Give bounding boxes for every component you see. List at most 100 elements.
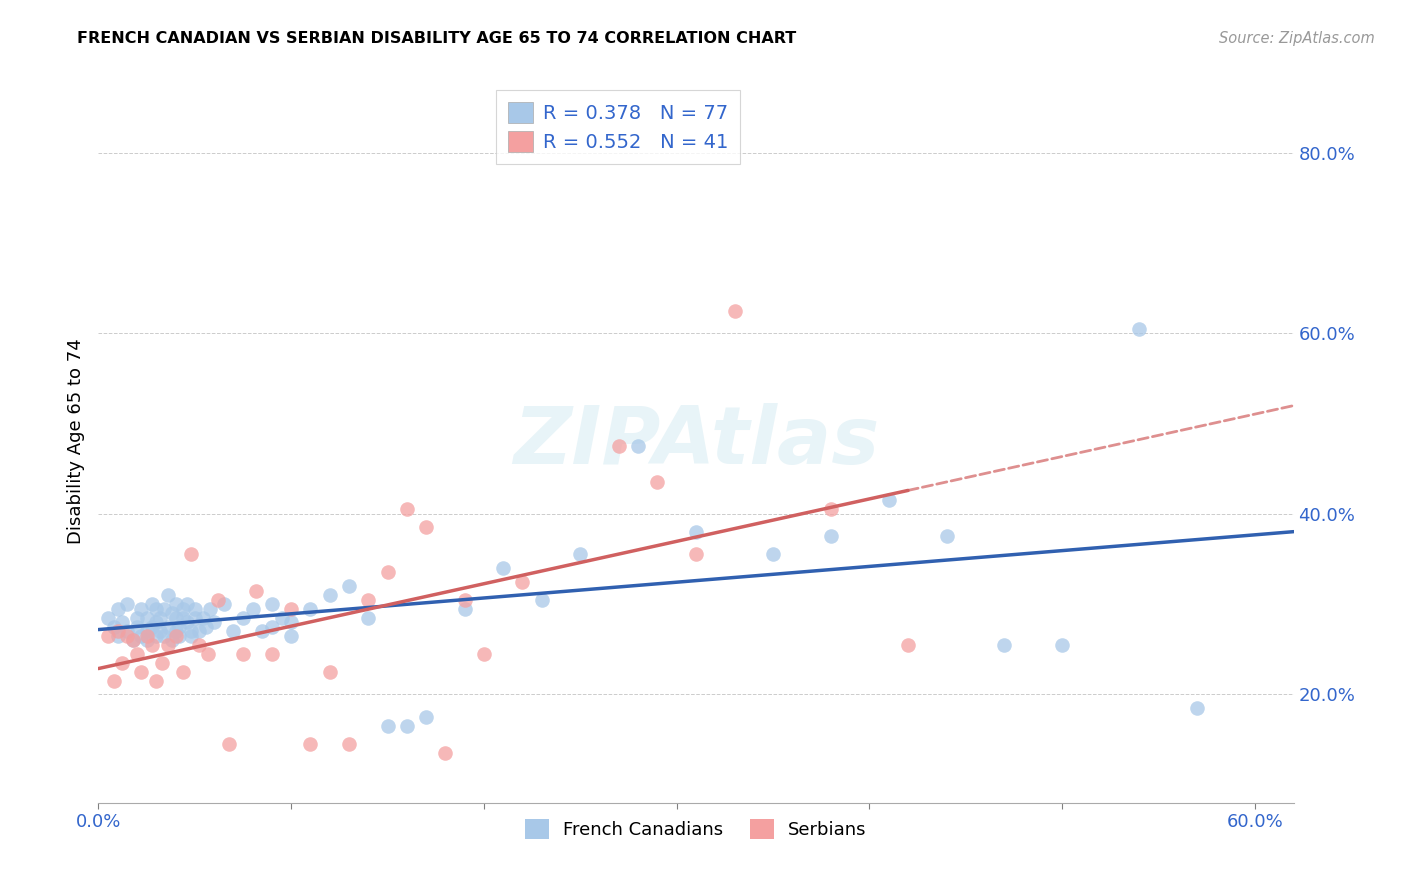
Point xyxy=(434,746,457,760)
Point xyxy=(453,601,475,615)
Point xyxy=(165,629,187,643)
Point xyxy=(1185,701,1208,715)
Point xyxy=(319,665,342,679)
Point xyxy=(110,615,132,630)
Point xyxy=(160,606,183,620)
Point xyxy=(135,610,157,624)
Point xyxy=(820,502,842,516)
Point xyxy=(222,624,245,639)
Point xyxy=(145,629,167,643)
Point xyxy=(141,597,163,611)
Point xyxy=(453,592,475,607)
Point xyxy=(169,620,191,634)
Point xyxy=(129,629,152,643)
Point xyxy=(530,592,553,607)
Point xyxy=(395,502,418,516)
Point xyxy=(172,601,194,615)
Point xyxy=(252,624,274,639)
Point xyxy=(184,601,207,615)
Point xyxy=(1128,321,1150,335)
Point xyxy=(117,597,139,611)
Point xyxy=(172,610,194,624)
Point xyxy=(207,592,229,607)
Point xyxy=(180,624,202,639)
Point xyxy=(145,615,167,630)
Point xyxy=(156,638,179,652)
Point xyxy=(280,601,302,615)
Point xyxy=(820,529,842,543)
Point xyxy=(218,737,240,751)
Y-axis label: Disability Age 65 to 74: Disability Age 65 to 74 xyxy=(66,339,84,544)
Point xyxy=(472,647,495,661)
Point xyxy=(319,588,342,602)
Point xyxy=(97,610,120,624)
Point xyxy=(270,610,292,624)
Point xyxy=(103,673,125,688)
Point xyxy=(187,638,209,652)
Point xyxy=(107,601,129,615)
Point xyxy=(200,601,222,615)
Point xyxy=(762,548,785,562)
Point xyxy=(357,610,380,624)
Point xyxy=(176,597,198,611)
Point xyxy=(125,620,148,634)
Point xyxy=(165,597,187,611)
Point xyxy=(512,574,534,589)
Point xyxy=(125,610,148,624)
Point xyxy=(260,597,283,611)
Point xyxy=(877,493,900,508)
Point xyxy=(153,601,176,615)
Point xyxy=(260,647,283,661)
Point xyxy=(685,548,707,562)
Point xyxy=(135,624,157,639)
Point xyxy=(172,665,194,679)
Point xyxy=(125,647,148,661)
Point xyxy=(212,597,235,611)
Point xyxy=(723,303,745,318)
Point xyxy=(232,647,254,661)
Point xyxy=(260,620,283,634)
Point xyxy=(492,561,515,575)
Point xyxy=(117,629,139,643)
Point xyxy=(647,475,669,490)
Point xyxy=(169,629,191,643)
Point xyxy=(180,548,202,562)
Point xyxy=(122,633,145,648)
Point xyxy=(107,629,129,643)
Point xyxy=(245,583,267,598)
Point xyxy=(129,665,152,679)
Point xyxy=(122,633,145,648)
Point xyxy=(337,579,360,593)
Point xyxy=(1050,638,1073,652)
Point xyxy=(145,601,167,615)
Point xyxy=(160,633,183,648)
Point xyxy=(607,439,630,453)
Point xyxy=(232,610,254,624)
Point xyxy=(141,620,163,634)
Point xyxy=(415,520,437,534)
Point xyxy=(415,710,437,724)
Text: ZIPAtlas: ZIPAtlas xyxy=(513,402,879,481)
Point xyxy=(135,633,157,648)
Text: Source: ZipAtlas.com: Source: ZipAtlas.com xyxy=(1219,31,1375,46)
Legend: French Canadians, Serbians: French Canadians, Serbians xyxy=(516,810,876,848)
Point xyxy=(107,624,129,639)
Point xyxy=(377,719,399,733)
Point xyxy=(184,610,207,624)
Point xyxy=(280,615,302,630)
Point xyxy=(627,439,650,453)
Point xyxy=(197,647,219,661)
Point xyxy=(195,620,218,634)
Point xyxy=(180,629,202,643)
Point xyxy=(202,615,225,630)
Point xyxy=(242,601,264,615)
Point xyxy=(156,588,179,602)
Point xyxy=(149,624,172,639)
Point xyxy=(897,638,920,652)
Point xyxy=(150,656,173,670)
Point xyxy=(280,629,302,643)
Point xyxy=(103,620,125,634)
Point xyxy=(165,610,187,624)
Point xyxy=(129,601,152,615)
Point xyxy=(357,592,380,607)
